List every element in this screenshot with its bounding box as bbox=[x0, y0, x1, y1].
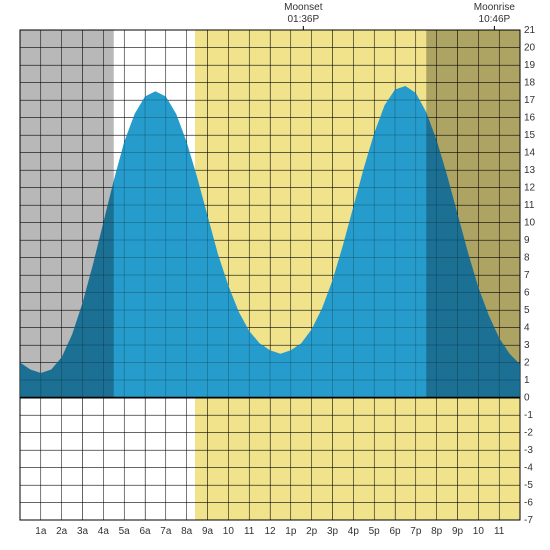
moonrise-time: 10:46P bbox=[469, 14, 519, 26]
x-tick-label: 1a bbox=[35, 526, 47, 537]
x-tick-label: 4p bbox=[348, 526, 360, 537]
y-tick-label: 4 bbox=[524, 323, 530, 334]
x-tick-label: 6p bbox=[389, 526, 401, 537]
y-tick-label: -2 bbox=[524, 428, 533, 439]
y-tick-label: 1 bbox=[524, 375, 530, 386]
y-tick-label: 20 bbox=[524, 43, 536, 54]
y-tick-label: 10 bbox=[524, 218, 536, 229]
y-tick-label: 12 bbox=[524, 183, 536, 194]
x-tick-label: 10 bbox=[473, 526, 485, 537]
y-tick-label: 14 bbox=[524, 148, 536, 159]
x-tick-label: 1p bbox=[285, 526, 297, 537]
y-tick-label: 21 bbox=[524, 25, 536, 36]
x-tick-label: 3p bbox=[327, 526, 339, 537]
y-tick-label: -7 bbox=[524, 515, 533, 526]
y-tick-label: 16 bbox=[524, 113, 536, 124]
moonrise-title: Moonrise bbox=[469, 2, 519, 14]
moonset-time: 01:36P bbox=[278, 14, 328, 26]
moonset-annotation: Moonset01:36P bbox=[278, 2, 328, 26]
y-tick-label: 13 bbox=[524, 165, 536, 176]
x-tick-label: 4a bbox=[98, 526, 110, 537]
tide-chart: 2120191817161514131211109876543210-1-2-3… bbox=[0, 0, 550, 550]
x-tick-label: 9a bbox=[202, 526, 214, 537]
x-tick-label: 10 bbox=[223, 526, 235, 537]
y-tick-label: -4 bbox=[524, 463, 533, 474]
chart-svg: 2120191817161514131211109876543210-1-2-3… bbox=[0, 0, 550, 550]
y-tick-label: 15 bbox=[524, 130, 536, 141]
x-tick-label: 11 bbox=[494, 526, 505, 537]
y-tick-label: -5 bbox=[524, 480, 533, 491]
y-tick-label: 18 bbox=[524, 78, 536, 89]
y-tick-label: 7 bbox=[524, 270, 530, 281]
y-tick-label: 11 bbox=[524, 200, 535, 211]
y-tick-label: 8 bbox=[524, 253, 530, 264]
x-tick-label: 5a bbox=[119, 526, 131, 537]
x-tick-label: 12 bbox=[264, 526, 276, 537]
x-tick-label: 8a bbox=[181, 526, 193, 537]
x-tick-label: 11 bbox=[244, 526, 255, 537]
y-tick-label: -1 bbox=[524, 410, 533, 421]
moonset-title: Moonset bbox=[278, 2, 328, 14]
x-tick-label: 7a bbox=[160, 526, 172, 537]
moonrise-annotation: Moonrise10:46P bbox=[469, 2, 519, 26]
x-tick-label: 2a bbox=[56, 526, 68, 537]
y-tick-label: 17 bbox=[524, 95, 536, 106]
x-tick-label: 2p bbox=[306, 526, 318, 537]
y-tick-label: 5 bbox=[524, 305, 530, 316]
x-tick-label: 9p bbox=[452, 526, 464, 537]
x-tick-label: 5p bbox=[369, 526, 381, 537]
y-tick-label: 2 bbox=[524, 358, 530, 369]
x-tick-label: 3a bbox=[77, 526, 89, 537]
x-tick-label: 8p bbox=[431, 526, 443, 537]
y-tick-label: 0 bbox=[524, 393, 530, 404]
y-tick-label: -3 bbox=[524, 445, 533, 456]
y-tick-label: 9 bbox=[524, 235, 530, 246]
y-tick-label: -6 bbox=[524, 498, 533, 509]
y-tick-label: 6 bbox=[524, 288, 530, 299]
x-tick-label: 7p bbox=[410, 526, 422, 537]
x-tick-label: 6a bbox=[139, 526, 151, 537]
y-tick-label: 19 bbox=[524, 60, 536, 71]
y-tick-label: 3 bbox=[524, 340, 530, 351]
